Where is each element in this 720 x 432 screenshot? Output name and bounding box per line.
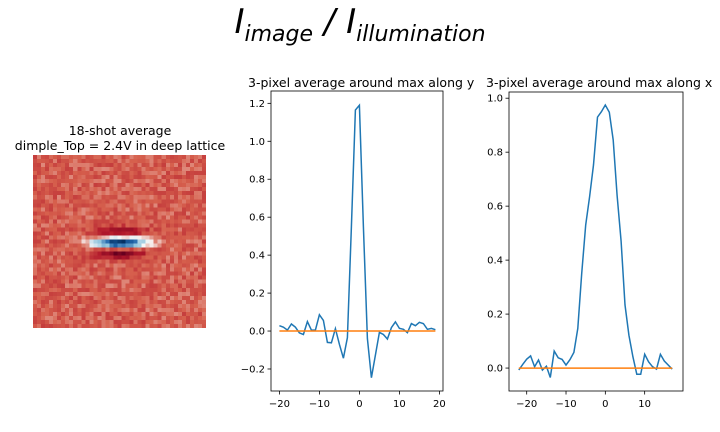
y-tick-label: 0.4 <box>487 256 503 267</box>
axes-frame <box>508 91 684 392</box>
x-tick-label: −20 <box>269 399 290 410</box>
y-tick-label: 1.0 <box>249 137 265 148</box>
y-tick-label: 0.2 <box>487 310 503 321</box>
x-tick-label: 20 <box>433 399 446 410</box>
y-tick-label: 1.0 <box>487 94 503 105</box>
x-tick-label: −10 <box>309 399 330 410</box>
chart-title-y: 3-pixel average around max along y <box>248 75 475 90</box>
x-tick-label: 10 <box>393 399 406 410</box>
image-title-line2: dimple_Top = 2.4V in deep lattice <box>14 138 226 153</box>
x-tick-label: 10 <box>638 399 651 410</box>
y-tick-label: 0.8 <box>487 148 503 159</box>
y-tick-label: 1.2 <box>249 99 265 110</box>
series-line-profile <box>279 103 436 378</box>
average-image-heatmap <box>33 155 206 328</box>
x-tick-label: 0 <box>356 399 362 410</box>
y-tick-label: 0.6 <box>487 202 503 213</box>
y-tick-label: 0.6 <box>249 213 265 224</box>
axes-frame <box>270 90 444 392</box>
y-tick-label: 0.4 <box>249 251 265 262</box>
y-tick-label: 0.0 <box>249 327 265 338</box>
y-tick-label: −0.2 <box>241 364 265 375</box>
x-tick-label: −20 <box>516 399 537 410</box>
y-tick-label: 0.2 <box>249 289 265 300</box>
y-tick-label: 0.8 <box>249 175 265 186</box>
chart-title-x: 3-pixel average around max along x <box>486 75 713 90</box>
y-tick-label: 0.0 <box>487 364 503 375</box>
x-tick-label: 0 <box>602 399 608 410</box>
x-tick-label: −10 <box>555 399 576 410</box>
figure-suptitle: Iimage / Iillumination <box>234 2 486 47</box>
series-line-profile <box>518 103 673 378</box>
image-title-line1: 18-shot average <box>68 123 172 138</box>
